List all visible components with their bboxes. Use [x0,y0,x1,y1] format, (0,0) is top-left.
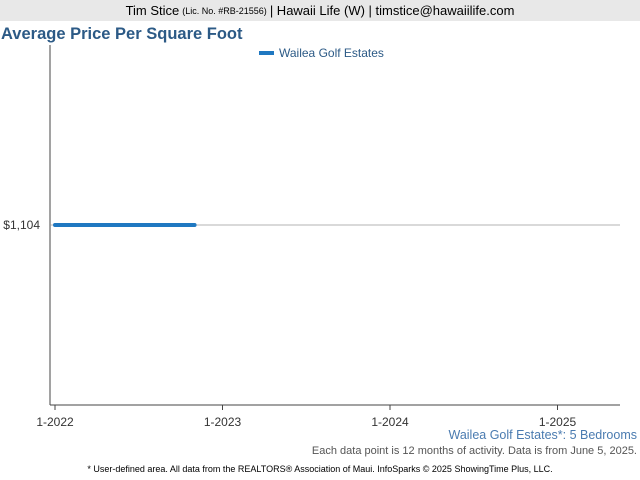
agent-header: Tim Stice (Lic. No. #RB-21556) | Hawaii … [0,0,640,21]
chart-legend: Wailea Golf Estates [259,46,384,60]
footer-disclaimer: * User-defined area. All data from the R… [87,464,553,474]
chart-title: Average Price Per Square Foot [1,25,243,43]
x-tick-label: 1-2023 [204,415,242,429]
y-tick-label: $1,104 [3,218,40,232]
x-tick-label: 1-2024 [371,415,409,429]
agent-license: (Lic. No. #RB-21556) [182,5,267,16]
legend-label: Wailea Golf Estates [279,46,384,60]
chart-subtitle: Wailea Golf Estates*: 5 Bedrooms [448,428,637,442]
x-tick-label: 1-2025 [539,415,577,429]
agent-contact: | Hawaii Life (W) | timstice@hawaiilife.… [269,3,515,18]
data-note: Each data point is 12 months of activity… [311,445,637,457]
x-tick-label: 1-2022 [36,415,74,429]
legend-swatch [259,51,274,55]
agent-name: Tim Stice [125,3,180,18]
